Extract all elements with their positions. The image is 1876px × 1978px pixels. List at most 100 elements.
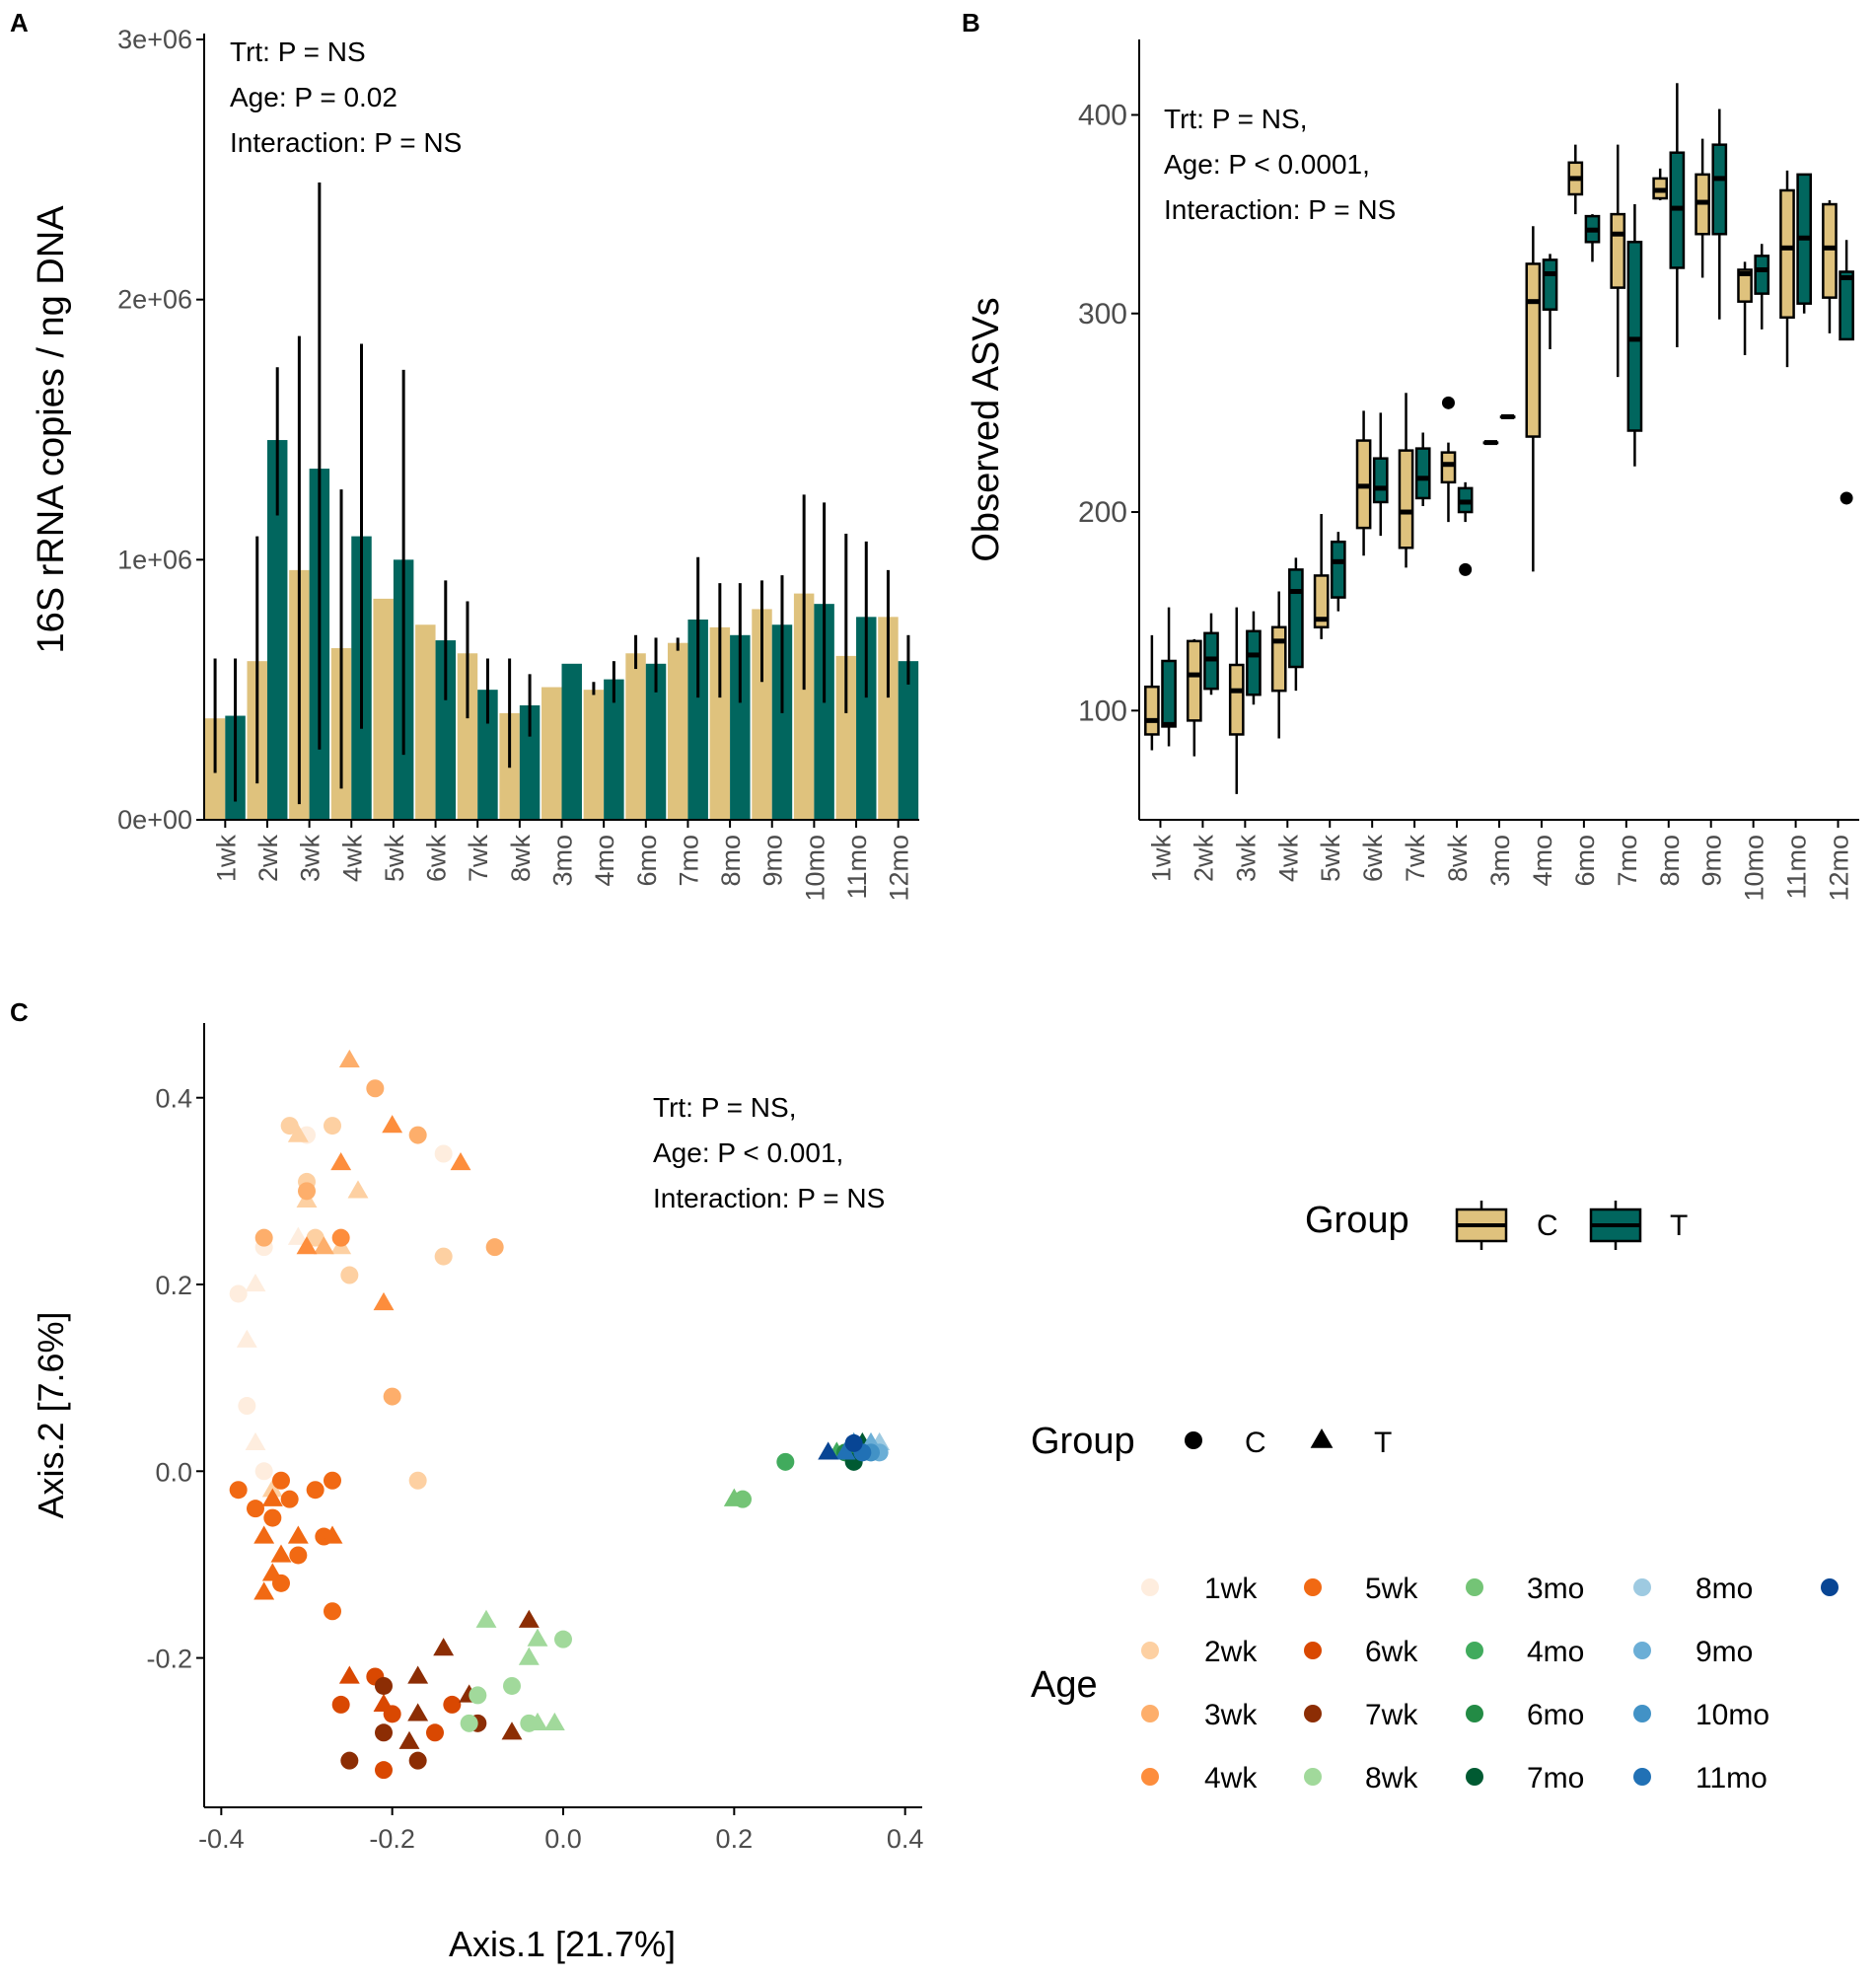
annotation-0: Trt: P = NS, [653,1092,796,1123]
point-1wk-3 [238,1397,256,1416]
point-5wk-51 [272,1574,290,1592]
legend-key-5wk [1304,1578,1322,1596]
x-tick-label-3: 0.2 [716,1824,754,1854]
x-tick-label-2: 0.0 [544,1824,582,1854]
legend-key-circle [1185,1431,1202,1449]
box-C-3wk [1228,663,1245,736]
box-T-4wk [1288,568,1304,669]
x-tick-label-6mo: 6mo [632,835,662,887]
point-5wk-39 [261,1488,283,1506]
legend-label-8mo: 8mo [1696,1573,1753,1605]
x-tick-label-5wk: 5wk [380,835,409,883]
point-8wk-83 [543,1712,565,1730]
point-2wk-15 [306,1228,325,1247]
point-4wk-30 [382,1115,403,1134]
point-2wk-12 [324,1117,341,1136]
legend-key-12mo [1821,1578,1839,1596]
x-tick-label-7mo: 7mo [674,835,703,887]
x-tick-label-1wk: 1wk [1146,835,1176,883]
point-4wk-31 [450,1151,471,1171]
point-3wk-23 [366,1079,385,1098]
x-tick-label-8mo: 8mo [716,835,746,887]
legend-key-triangle [1310,1429,1334,1448]
y-tick-label-0: -0.2 [146,1645,192,1674]
legend-key-8wk [1304,1768,1322,1786]
point-1wk-1 [245,1274,266,1292]
x-tick-label-12mo: 12mo [885,835,914,902]
box-C-7mo [1610,212,1626,289]
x-tick-label-7wk: 7wk [464,835,493,883]
point-7wk-64 [375,1723,393,1742]
point-5wk-36 [229,1481,248,1500]
legend-title: Group [1031,1421,1135,1462]
box-T-3wk [1246,629,1262,696]
point-2wk-20 [408,1471,427,1490]
legend-label-8wk: 8wk [1365,1762,1418,1795]
point-4wk-32 [330,1151,352,1171]
point-3wk-22 [338,1049,360,1068]
outlier-T-8wk-0 [1459,562,1473,576]
point-4mo-86 [776,1452,795,1471]
point-7wk-62 [340,1751,359,1770]
x-tick-label-9mo: 9mo [1697,835,1727,887]
annotation-2: Interaction: P = NS [653,1183,885,1213]
y-tick-label-0: 0e+00 [117,805,192,835]
box-C-12mo [1822,202,1838,299]
bar-C-7wk [457,653,478,820]
legend-label-6mo: 6mo [1527,1699,1584,1731]
box-T-1wk [1161,659,1177,728]
point-1wk-5 [254,1462,273,1481]
point-2wk-21 [261,1479,283,1498]
bar-T-6wk [435,640,457,820]
annotation-1: Age: P < 0.0001, [1164,149,1370,180]
point-8wk-76 [469,1686,487,1705]
legend-key-11mo [1633,1768,1651,1786]
legend-age: Age 1wk 2wk 3wk 4wk 5wk 6wk 7wk 8wk 3mo 4mo 6mo 7mo 8… [1031,1573,1839,1795]
point-6wk-54 [331,1695,350,1714]
annotation-0: Trt: P = NS, [1164,104,1307,134]
bar-T-7wk [477,690,498,820]
x-tick-label-6mo: 6mo [1570,835,1600,887]
x-tick-label-2wk: 2wk [1189,835,1218,883]
point-5wk-48 [322,1525,343,1544]
point-5wk-52 [253,1581,275,1600]
bar-C-10mo [793,593,815,820]
point-1wk-2 [236,1329,257,1348]
bar-C-12mo [878,617,899,820]
point-12mo-100 [818,1441,839,1460]
legend-label-3mo: 3mo [1527,1573,1584,1605]
point-6wk-58 [375,1761,393,1780]
annotation-1: Age: P < 0.001, [653,1137,843,1168]
legend-label-T: T [1670,1209,1688,1242]
panel-c-scatter-chart: -0.4 -0.2 0.0 0.2 0.4 -0.2 0.0 0.2 0.4 Axis.1 [21… [31,1023,923,1964]
y-tick-label-3: 0.4 [155,1084,192,1114]
point-1wk-0 [229,1284,248,1303]
y-tick-label-0: 100 [1078,695,1127,727]
box-C-4mo [1525,262,1542,438]
x-tick-label-3wk: 3wk [1231,835,1261,883]
legend-key-2wk [1141,1642,1159,1659]
bar-C-9mo [752,609,772,820]
legend-key-10mo [1633,1705,1651,1722]
point-5wk-47 [306,1481,325,1500]
point-7wk-73 [518,1609,540,1628]
point-7wk-67 [398,1730,420,1749]
bar-C-3mo [541,687,562,820]
legend-label-C: C [1245,1427,1266,1459]
x-tick-label-3wk: 3wk [296,835,325,883]
legend-key-1wk [1141,1578,1159,1596]
legend-key-6mo [1466,1705,1483,1722]
point-8wk-82 [554,1630,572,1648]
panel-label-a: A [10,8,29,37]
y-tick-label-2: 2e+06 [117,285,192,315]
point-5wk-41 [263,1508,282,1527]
point-2wk-11 [287,1124,309,1142]
bar-C-5wk [373,598,394,820]
y-axis-title: Axis.2 [7.6%] [31,1311,71,1518]
point-1wk-9 [434,1144,453,1163]
point-7wk-65 [407,1665,429,1684]
x-tick-label-8wk: 8wk [1443,835,1473,883]
box-C-11mo [1779,188,1795,320]
x-tick-label-0: -0.4 [198,1824,245,1854]
legend-label-4mo: 4mo [1527,1636,1584,1668]
